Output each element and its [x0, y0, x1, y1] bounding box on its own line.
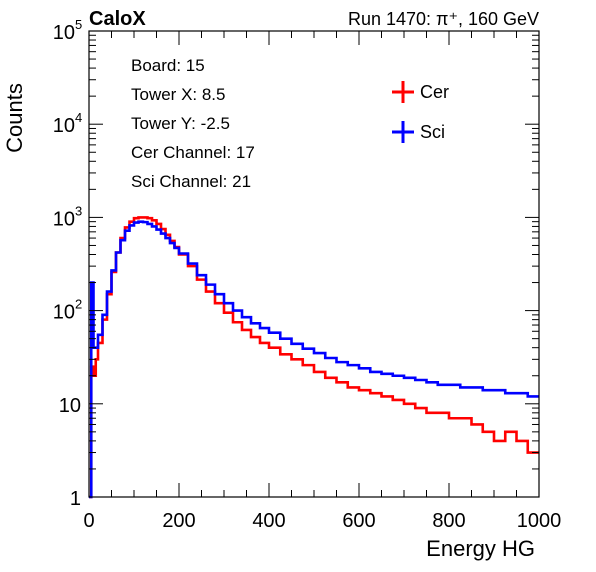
y-tick-label: 10	[59, 395, 81, 417]
x-tick-label: 400	[252, 510, 285, 532]
y-tick-label-exponent: 4	[75, 110, 82, 125]
x-tick-label: 200	[162, 510, 195, 532]
axis-ticks	[88, 30, 540, 498]
info-sci-channel: Sci Channel: 21	[131, 172, 251, 191]
info-box: Board: 15 Tower X: 8.5 Tower Y: -2.5 Cer…	[131, 56, 255, 191]
legend-entry-sci: Sci	[392, 121, 445, 143]
legend-label-cer: Cer	[420, 82, 449, 102]
x-tick-label: 600	[342, 510, 375, 532]
y-tick-label: 1	[70, 488, 81, 510]
y-axis-title: Counts	[2, 83, 27, 153]
x-axis-title: Energy HG	[426, 536, 535, 561]
header-run-info: Run 1470: π⁺, 160 GeV	[348, 9, 539, 29]
y-tick-label: 10	[53, 208, 75, 230]
y-tick-label-exponent: 2	[75, 297, 82, 312]
info-cer-channel: Cer Channel: 17	[131, 143, 255, 162]
info-tower-x: Tower X: 8.5	[131, 85, 226, 104]
y-tick-label: 10	[53, 115, 75, 137]
series-line-cer	[89, 216, 539, 499]
header-experiment: CaloX	[89, 8, 146, 30]
legend-entry-cer: Cer	[392, 81, 449, 103]
legend-label-sci: Sci	[420, 122, 445, 142]
y-tick-label: 10	[53, 302, 75, 324]
info-board: Board: 15	[131, 56, 205, 75]
series-layer	[89, 216, 539, 499]
y-tick-label-exponent: 3	[75, 203, 82, 218]
x-tick-label: 0	[83, 510, 94, 532]
x-tick-label: 1000	[517, 510, 562, 532]
y-tick-label-exponent: 5	[75, 17, 82, 32]
series-line-sci	[89, 220, 539, 499]
legend: Cer Sci	[392, 81, 449, 143]
y-tick-label: 10	[53, 22, 75, 44]
info-tower-y: Tower Y: -2.5	[131, 114, 230, 133]
x-tick-label: 800	[432, 510, 465, 532]
